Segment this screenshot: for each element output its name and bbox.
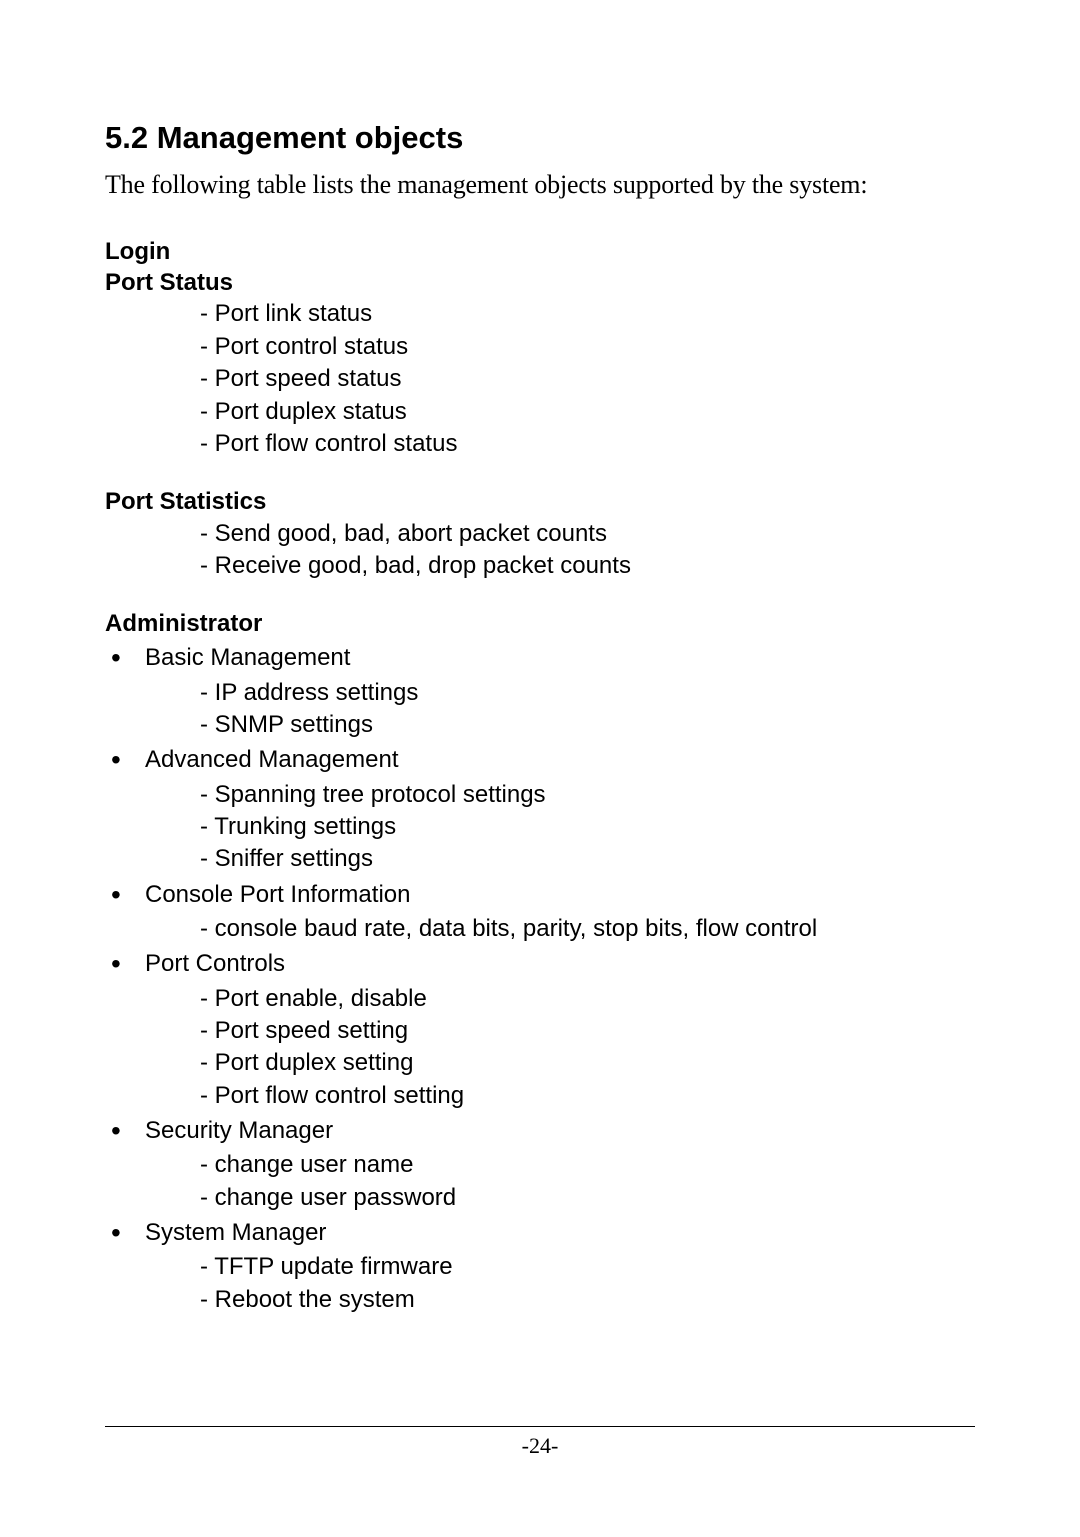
nested-list: change user name change user password [200,1149,975,1214]
nested-list: TFTP update firmware Reboot the system [200,1251,975,1316]
list-item: Trunking settings [200,811,975,843]
bullet-label: Advanced Management [145,746,399,773]
list-item: Spanning tree protocol settings [200,779,975,811]
bullet-label: Console Port Information [145,881,410,908]
bullet-advanced-management: Advanced Management Spanning tree protoc… [145,741,975,875]
bullet-system-manager: System Manager TFTP update firmware Rebo… [145,1214,975,1316]
bullet-security-manager: Security Manager change user name change… [145,1112,975,1214]
list-item: IP address settings [200,677,975,709]
list-item: Port flow control setting [200,1080,975,1112]
bullet-console-port-info: Console Port Information console baud ra… [145,876,975,946]
bullet-port-controls: Port Controls Port enable, disable Port … [145,945,975,1112]
list-item: TFTP update firmware [200,1251,975,1283]
list-item: change user name [200,1149,975,1181]
section-heading: 5.2 Management objects [105,120,975,156]
list-item: Port speed setting [200,1015,975,1047]
list-item: Reboot the system [200,1284,975,1316]
list-item: change user password [200,1182,975,1214]
list-item: Port link status [200,298,975,330]
page-number: -24- [522,1433,559,1458]
nested-list: Spanning tree protocol settings Trunking… [200,779,975,876]
port-statistics-heading: Port Statistics [105,486,975,517]
list-item: console baud rate, data bits, parity, st… [200,913,975,945]
administrator-heading: Administrator [105,608,975,639]
nested-list: Port enable, disable Port speed setting … [200,983,975,1113]
port-status-heading: Port Status [105,267,975,298]
list-item: Port control status [200,331,975,363]
list-item: Port duplex status [200,396,975,428]
administrator-bullet-list: Basic Management IP address settings SNM… [145,639,975,1316]
list-item: Receive good, bad, drop packet counts [200,550,975,582]
nested-list: IP address settings SNMP settings [200,677,975,742]
list-item: Port enable, disable [200,983,975,1015]
list-item: Sniffer settings [200,843,975,875]
page-footer: -24- [105,1426,975,1459]
intro-paragraph: The following table lists the management… [105,170,975,200]
bullet-label: Port Controls [145,950,285,977]
list-item: Port speed status [200,363,975,395]
bullet-label: Security Manager [145,1117,333,1144]
list-item: Port flow control status [200,428,975,460]
port-statistics-list: Send good, bad, abort packet counts Rece… [200,518,975,583]
list-item: Send good, bad, abort packet counts [200,518,975,550]
port-status-list: Port link status Port control status Por… [200,298,975,460]
list-item: Port duplex setting [200,1047,975,1079]
bullet-basic-management: Basic Management IP address settings SNM… [145,639,975,741]
nested-list: console baud rate, data bits, parity, st… [200,913,975,945]
bullet-label: System Manager [145,1219,326,1246]
bullet-label: Basic Management [145,644,350,671]
list-item: SNMP settings [200,709,975,741]
login-heading: Login [105,236,975,267]
